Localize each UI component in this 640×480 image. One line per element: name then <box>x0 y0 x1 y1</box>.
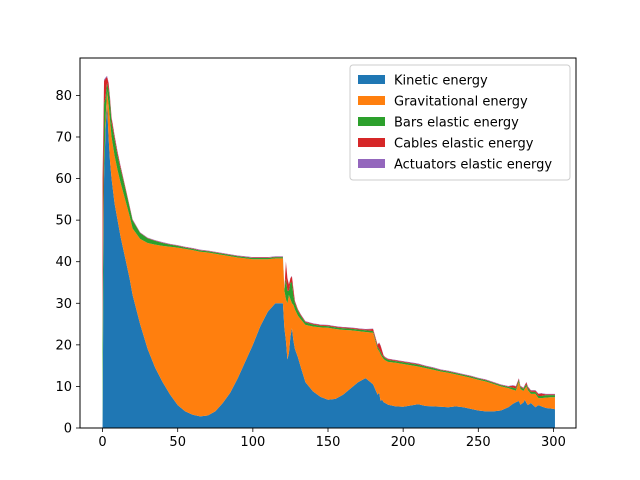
y-axis: 0 10 20 30 40 50 60 70 80 <box>55 89 80 437</box>
x-tick-label: 250 <box>466 435 491 450</box>
y-tick-label: 70 <box>55 130 72 145</box>
legend-swatch <box>358 117 385 126</box>
x-tick-label: 50 <box>169 435 186 450</box>
legend-swatch <box>358 138 385 147</box>
area-series-group <box>102 75 555 428</box>
y-tick-label: 40 <box>55 255 72 270</box>
legend-label: Gravitational energy <box>394 95 528 110</box>
y-tick-label: 80 <box>55 89 72 104</box>
x-tick-label: 0 <box>98 435 106 450</box>
legend-label: Kinetic energy <box>394 74 488 89</box>
x-axis: 0 50 100 150 200 250 300 <box>98 428 566 450</box>
area-series-gravitational-energy <box>102 91 555 428</box>
y-tick-label: 0 <box>64 422 72 437</box>
x-tick-label: 300 <box>541 435 566 450</box>
legend-swatch <box>358 75 385 84</box>
y-tick-label: 20 <box>55 338 72 353</box>
y-tick-label: 30 <box>55 297 72 312</box>
y-tick-label: 10 <box>55 380 72 395</box>
legend-swatch <box>358 159 385 168</box>
legend: Kinetic energy Gravitational energy Bars e… <box>349 64 571 181</box>
y-tick-label: 50 <box>55 214 72 229</box>
y-tick-label: 60 <box>55 172 72 187</box>
legend-label: Actuators elastic energy <box>394 158 552 173</box>
legend-swatch <box>358 96 385 105</box>
x-tick-label: 150 <box>316 435 341 450</box>
area-series-kinetic-energy <box>102 103 555 428</box>
legend-box <box>349 64 571 181</box>
legend-label: Bars elastic energy <box>394 116 519 131</box>
legend-label: Cables elastic energy <box>394 137 534 152</box>
x-tick-label: 200 <box>391 435 416 450</box>
x-tick-label: 100 <box>240 435 265 450</box>
